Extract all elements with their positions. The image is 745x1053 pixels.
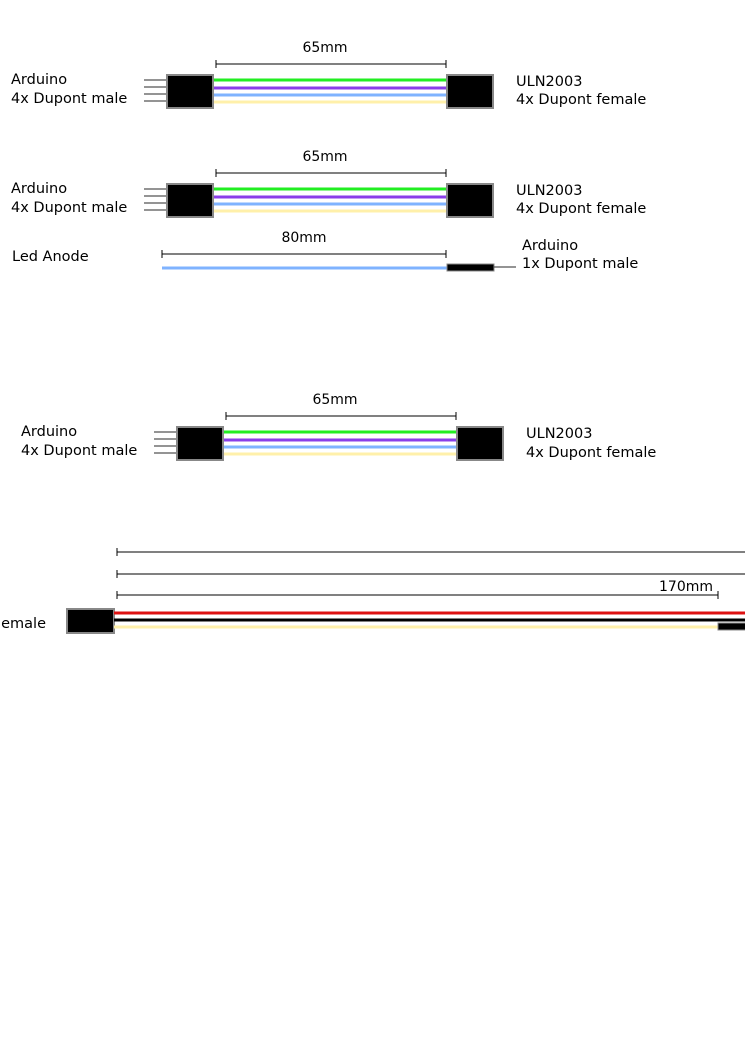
dimension-line-4 <box>225 412 457 420</box>
left-connector-2 <box>166 183 214 218</box>
right-connector-3 <box>446 263 495 272</box>
right-connector-2 <box>446 183 494 218</box>
cable-2: 65mm Arduino 4x Dupont male ULN2003 4x D… <box>11 149 646 218</box>
left-label-3: Led Anode <box>12 249 89 265</box>
right-label-2b: 4x Dupont female <box>516 201 646 217</box>
dimension-line-5a <box>116 548 745 556</box>
right-label-3a: Arduino <box>522 238 578 254</box>
dimension-line-2 <box>215 169 447 177</box>
cable-3: 80mm Led Anode Arduino 1x Dupont male <box>12 230 638 272</box>
right-connector-1 <box>446 74 494 109</box>
cable-1: 65mm Arduino 4x Dupont male ULN2003 4x D… <box>11 40 646 109</box>
dimension-line-5c <box>116 591 719 599</box>
left-connector-1 <box>166 74 214 109</box>
left-label-2a: Arduino <box>11 181 67 197</box>
dimension-line-1 <box>215 60 447 68</box>
dimension-label-5: 170mm <box>659 579 713 595</box>
wires-2 <box>214 187 446 213</box>
right-label-2a: ULN2003 <box>516 183 582 199</box>
male-pins-2 <box>144 188 167 211</box>
left-label-1b: 4x Dupont male <box>11 91 127 107</box>
male-pins-1 <box>144 79 167 102</box>
male-pins-4 <box>154 431 177 454</box>
dimension-line-3 <box>161 250 447 258</box>
right-label-4a: ULN2003 <box>526 426 592 442</box>
right-connector-4 <box>456 426 504 461</box>
right-label-1b: 4x Dupont female <box>516 92 646 108</box>
right-label-4b: 4x Dupont female <box>526 445 656 461</box>
dimension-label-4: 65mm <box>312 392 357 408</box>
left-label-5: emale <box>1 616 46 632</box>
dimension-label-1: 65mm <box>302 40 347 56</box>
left-connector-4 <box>176 426 224 461</box>
left-label-2b: 4x Dupont male <box>11 200 127 216</box>
left-label-1a: Arduino <box>11 72 67 88</box>
wires-1 <box>214 78 446 104</box>
wires-5 <box>114 611 745 629</box>
right-connector-5 <box>717 622 745 631</box>
right-label-1a: ULN2003 <box>516 74 582 90</box>
left-label-4a: Arduino <box>21 424 77 440</box>
dimension-label-3: 80mm <box>281 230 326 246</box>
left-label-4b: 4x Dupont male <box>21 443 137 459</box>
wires-4 <box>224 430 456 456</box>
left-connector-5 <box>66 608 115 634</box>
dimension-label-2: 65mm <box>302 149 347 165</box>
right-label-3b: 1x Dupont male <box>522 256 638 272</box>
cable-5: 170mm emale <box>1 548 745 634</box>
cable-4: 65mm Arduino 4x Dupont male ULN2003 4x D… <box>21 392 656 461</box>
dimension-line-5b <box>116 570 745 578</box>
